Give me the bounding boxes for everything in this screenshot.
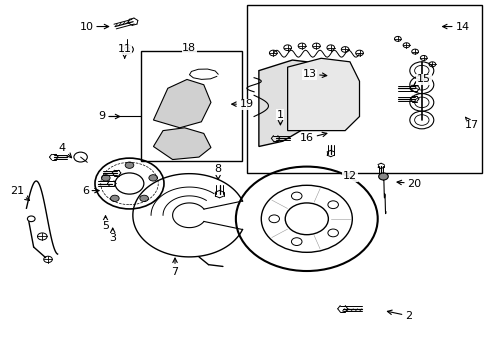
Text: 10: 10 — [80, 22, 108, 32]
Text: 2: 2 — [386, 310, 411, 321]
Circle shape — [102, 175, 110, 181]
Text: 3: 3 — [109, 228, 116, 243]
Circle shape — [140, 195, 148, 202]
Polygon shape — [258, 60, 330, 147]
Text: 21: 21 — [10, 186, 29, 201]
Text: 19: 19 — [231, 99, 253, 109]
Bar — [246, 5, 481, 173]
Polygon shape — [153, 80, 210, 128]
Text: 15: 15 — [412, 75, 430, 86]
Text: 12: 12 — [342, 171, 356, 181]
Circle shape — [125, 162, 134, 168]
Text: 17: 17 — [464, 117, 478, 130]
Text: 18: 18 — [182, 43, 196, 53]
Text: 7: 7 — [171, 258, 178, 277]
Text: 11: 11 — [118, 45, 131, 58]
Bar — [141, 51, 242, 161]
Text: 1: 1 — [276, 110, 284, 125]
Text: 20: 20 — [396, 179, 421, 189]
Circle shape — [378, 173, 387, 180]
Text: 14: 14 — [442, 22, 468, 32]
Circle shape — [110, 195, 119, 202]
Text: 16: 16 — [299, 132, 326, 143]
Polygon shape — [287, 58, 359, 131]
Text: 6: 6 — [81, 186, 99, 195]
Text: 5: 5 — [102, 216, 109, 231]
Polygon shape — [153, 128, 210, 159]
Text: 13: 13 — [302, 69, 326, 79]
Text: 9: 9 — [98, 112, 120, 121]
Circle shape — [148, 175, 157, 181]
Text: 8: 8 — [214, 165, 221, 180]
Text: 4: 4 — [59, 143, 71, 158]
